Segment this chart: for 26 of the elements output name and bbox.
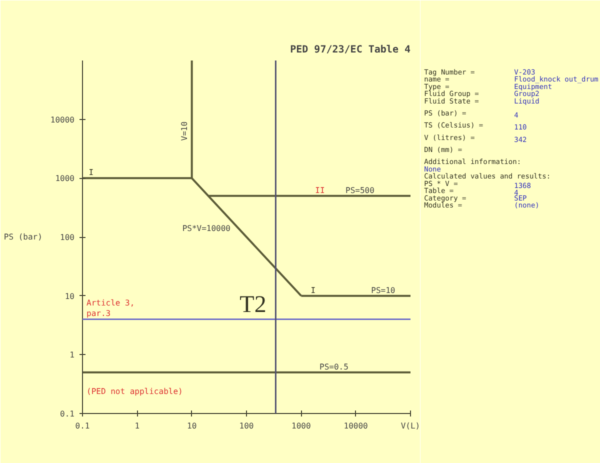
y-tick-label: 1000 — [55, 174, 75, 184]
series-label: PS=500 — [346, 186, 375, 195]
x-tick-label: 100 — [239, 422, 254, 430]
y-tick-label: 10 — [64, 292, 75, 301]
x-tick-label: 10000 — [344, 422, 368, 430]
x-tick-label: 0.1 — [75, 422, 90, 430]
series-label: PS=10 — [371, 286, 396, 295]
series-label: PS=0.5 — [320, 362, 349, 372]
y-tick-label: 10000 — [50, 115, 75, 124]
x-tick-label: 1 — [134, 422, 140, 430]
y-tick-label: 0.1 — [60, 410, 75, 418]
y-axis-title: PS (bar) — [4, 232, 42, 242]
annotation: I — [88, 168, 94, 178]
chart-title: PED 97/23/EC Table 4 — [290, 44, 411, 56]
x-tick-label: 10 — [187, 422, 197, 430]
x-tick-label: 1000 — [292, 422, 311, 430]
y-tick-label: 1 — [70, 350, 75, 360]
annotation: (PED not applicable) — [86, 386, 183, 396]
x-tick-label: V(L) — [400, 422, 420, 430]
y-tick-label: 100 — [60, 233, 75, 242]
text: V=10 — [180, 121, 189, 141]
series-label: PS*V=10000 — [182, 224, 231, 233]
annotation: II — [315, 186, 325, 195]
annotation: I — [310, 286, 316, 295]
annotation: Article 3, par.3 — [86, 298, 135, 318]
annotation: T2 — [240, 292, 266, 318]
